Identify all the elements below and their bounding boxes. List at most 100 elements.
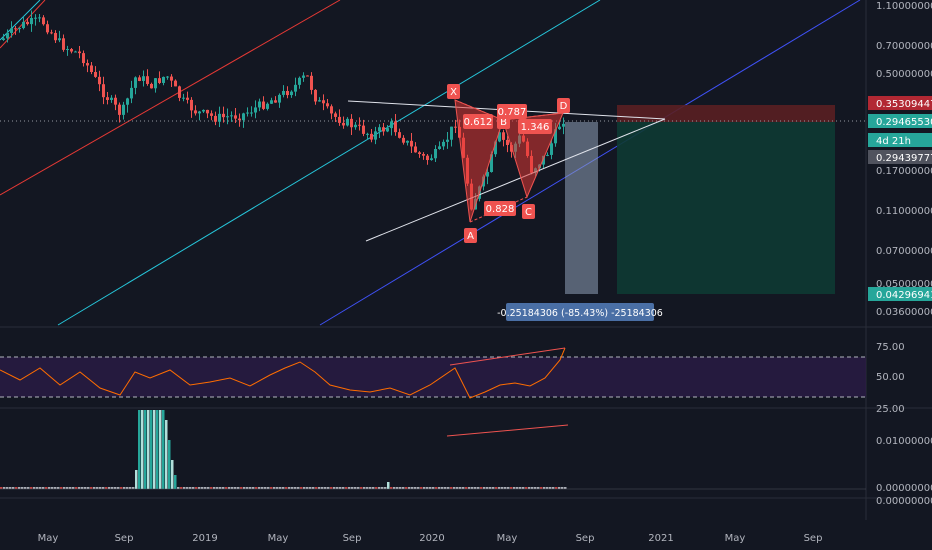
candle — [330, 106, 333, 114]
candle — [6, 32, 9, 39]
candle — [430, 158, 433, 161]
candle — [554, 129, 557, 144]
histogram-bar — [306, 487, 309, 489]
candle — [86, 63, 89, 66]
histogram-bar — [204, 487, 207, 489]
candle — [334, 113, 337, 117]
pattern-point-text: C — [525, 207, 532, 218]
histogram-bar — [360, 487, 363, 489]
histogram-bar — [330, 487, 333, 489]
histogram-bar — [462, 487, 465, 489]
price-tick-label: 0.70000000 — [876, 41, 932, 52]
histogram-bar — [12, 487, 15, 489]
histogram-bar — [342, 487, 345, 489]
ratio-text: 0.828 — [486, 204, 515, 215]
histogram-bar — [300, 487, 303, 489]
histogram-bar — [123, 487, 126, 489]
candle — [42, 17, 45, 25]
candle — [2, 38, 5, 40]
histogram-bar — [534, 487, 537, 489]
candle — [158, 78, 161, 83]
candle — [202, 109, 205, 112]
histogram-bar — [237, 487, 240, 489]
candle — [198, 111, 201, 114]
histogram-bar — [258, 487, 261, 489]
candle — [438, 146, 441, 150]
candle — [66, 49, 69, 51]
candle — [402, 137, 405, 143]
price-marker: 0.29439777 — [868, 150, 932, 164]
candle — [490, 154, 493, 172]
candle — [30, 18, 33, 25]
histogram-bar — [537, 487, 540, 489]
histogram-bar — [30, 487, 33, 489]
price-tick-label: 1.10000000 — [876, 1, 932, 12]
pattern-point-c: C — [522, 204, 535, 219]
channel-line-red — [0, 0, 341, 196]
take-profit-zone — [617, 122, 835, 294]
candle — [38, 17, 41, 19]
candle — [18, 28, 21, 30]
candle — [298, 77, 301, 85]
candle — [182, 97, 185, 99]
ratio-text: 0.612 — [464, 117, 493, 128]
pattern-point-text: B — [500, 117, 507, 128]
histogram-bar — [465, 487, 468, 489]
histogram-bar — [297, 487, 300, 489]
histogram-bar — [480, 487, 483, 489]
candle — [306, 75, 309, 77]
ratio-label: 1.346 — [518, 119, 552, 134]
price-marker-text: 4d 21h — [876, 136, 911, 147]
price-marker-bg — [868, 114, 932, 128]
candle — [62, 38, 65, 50]
histogram-bar — [177, 487, 180, 489]
histogram-bar — [303, 487, 306, 489]
histogram-bar — [39, 487, 42, 489]
histogram-bar — [72, 487, 75, 489]
candle — [486, 171, 489, 177]
histogram-bar — [420, 487, 423, 489]
time-axis-label: Sep — [343, 533, 362, 544]
time-axis-label: 2020 — [419, 533, 444, 544]
histogram-bar — [450, 487, 453, 489]
candle — [422, 154, 425, 156]
price-marker: 0.04296941 — [868, 287, 932, 301]
candle — [222, 113, 225, 118]
candle — [218, 113, 221, 122]
histogram-bar — [66, 487, 69, 489]
histogram-bar — [21, 487, 24, 489]
support-trendline — [365, 118, 666, 242]
histogram-bar — [207, 487, 210, 489]
histogram-bar — [495, 487, 498, 489]
histogram-bar — [51, 487, 54, 489]
time-axis-label: 2019 — [192, 533, 217, 544]
histogram-bar — [63, 487, 66, 489]
candle — [90, 65, 93, 73]
histogram-bar — [321, 487, 324, 489]
histogram-bar — [36, 487, 39, 489]
histogram-bar — [135, 470, 138, 489]
histogram-bar — [75, 487, 78, 489]
histogram-bar — [327, 487, 330, 489]
candle — [118, 104, 121, 115]
ratio-label: 0.828 — [484, 201, 516, 216]
histogram-bar — [264, 487, 267, 489]
histogram-bar — [411, 487, 414, 489]
histogram-bar — [291, 487, 294, 489]
histogram-bar — [168, 440, 171, 489]
histogram-bar — [288, 487, 291, 489]
rsi-band — [0, 357, 866, 397]
histogram-bar — [390, 487, 393, 489]
histogram-bar — [246, 487, 249, 489]
histogram-bar — [234, 487, 237, 489]
candle — [242, 113, 245, 121]
histogram-bar — [504, 487, 507, 489]
candle — [50, 32, 53, 34]
histogram-bar — [417, 487, 420, 489]
ratio-text: 1.346 — [521, 122, 550, 133]
ratio-badge — [518, 119, 552, 134]
histogram-bar — [471, 487, 474, 489]
candle — [362, 125, 365, 134]
histogram-bar — [111, 487, 114, 489]
